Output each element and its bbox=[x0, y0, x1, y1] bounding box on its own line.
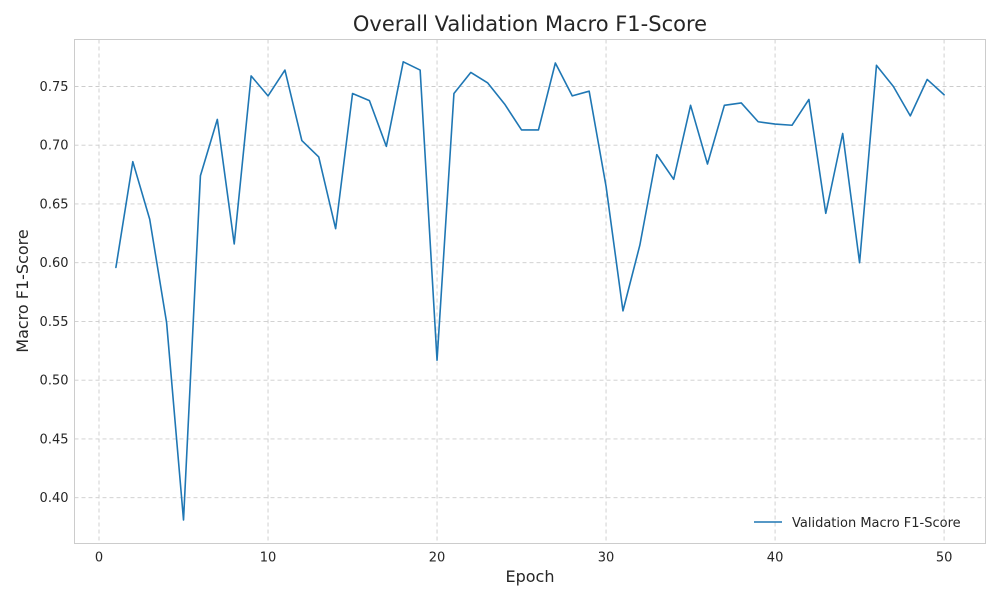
y-tick-label: 0.45 bbox=[40, 432, 69, 447]
y-tick-label: 0.60 bbox=[40, 256, 69, 271]
tick-labels: 0 10 20 30 40 50 0.40 0.45 0.50 0.55 0.60 0.65 0.70 0… bbox=[40, 80, 953, 566]
chart-title: Overall Validation Macro F1-Score bbox=[353, 12, 707, 36]
y-tick-label: 0.55 bbox=[40, 315, 69, 330]
y-axis-label: Macro F1-Score bbox=[13, 229, 32, 352]
grid bbox=[74, 39, 986, 544]
series-layer bbox=[115, 61, 945, 521]
x-tick-label: 0 bbox=[95, 551, 103, 566]
x-tick-label: 20 bbox=[429, 551, 446, 566]
x-tick-label: 50 bbox=[936, 551, 953, 566]
series-line bbox=[115, 61, 945, 521]
y-tick-label: 0.40 bbox=[40, 491, 69, 506]
legend-label: Validation Macro F1-Score bbox=[792, 516, 961, 531]
y-tick-label: 0.75 bbox=[40, 80, 69, 95]
x-axis-label: Epoch bbox=[506, 567, 555, 586]
y-tick-label: 0.70 bbox=[40, 139, 69, 154]
x-tick-label: 10 bbox=[260, 551, 277, 566]
y-tick-label: 0.50 bbox=[40, 374, 69, 389]
x-tick-label: 40 bbox=[767, 551, 784, 566]
x-tick-label: 30 bbox=[598, 551, 615, 566]
legend: Validation Macro F1-Score bbox=[754, 516, 961, 531]
plot-frame bbox=[74, 39, 986, 544]
y-tick-label: 0.65 bbox=[40, 197, 69, 212]
